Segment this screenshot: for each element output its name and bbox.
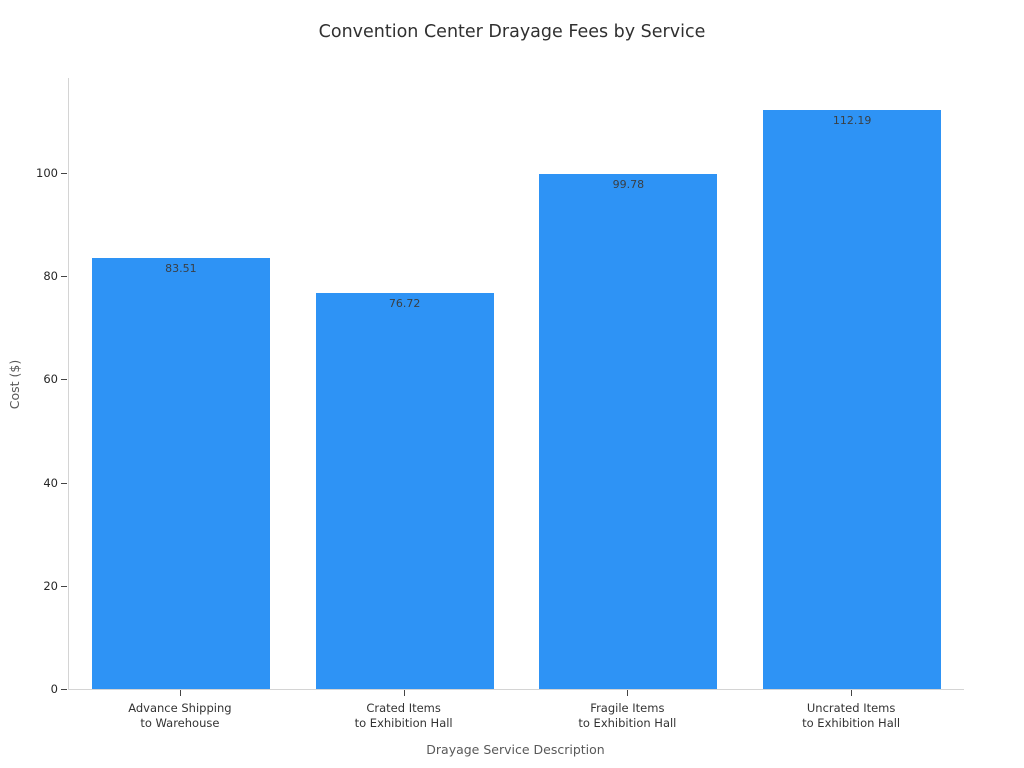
y-tick-label: 100 (36, 165, 58, 180)
bar: 112.19 (763, 110, 942, 689)
bar-value-label: 99.78 (612, 178, 645, 192)
y-tick-mark (61, 379, 67, 381)
bar: 76.72 (315, 293, 494, 689)
x-category-label: Advance Shipping to Warehouse (128, 701, 232, 730)
y-tick-label: 60 (43, 372, 58, 387)
bar-value-label: 83.51 (165, 262, 197, 276)
y-tick-mark (61, 689, 67, 690)
x-tick-mark (403, 690, 405, 696)
x-category-label: Fragile Items to Exhibition Hall (578, 701, 677, 730)
plot-area: 83.51 76.72 99.78 112.19 (68, 78, 964, 690)
x-category-label: Uncrated Items to Exhibition Hall (802, 701, 901, 730)
x-tick-mark (627, 690, 629, 696)
y-tick-mark (61, 172, 67, 174)
y-tick-mark (61, 276, 67, 278)
y-tick-mark (61, 585, 67, 587)
bar-value-label: 76.72 (388, 297, 421, 311)
bar: 99.78 (539, 174, 718, 689)
x-category-label: Crated Items to Exhibition Hall (354, 701, 453, 730)
y-tick-label: 20 (43, 578, 58, 593)
bar-value-label: 112.19 (832, 114, 872, 128)
x-tick-mark (179, 690, 181, 696)
y-tick-label: 80 (43, 269, 58, 284)
x-axis-title: Drayage Service Description (426, 742, 605, 757)
chart-title: Convention Center Drayage Fees by Servic… (318, 22, 706, 42)
y-tick-label: 0 (50, 682, 58, 696)
y-tick-label: 40 (43, 475, 58, 490)
y-tick-mark (61, 482, 67, 484)
x-tick-mark (851, 690, 853, 696)
y-axis-title: Cost ($) (7, 359, 22, 410)
bar: 83.51 (91, 258, 270, 689)
